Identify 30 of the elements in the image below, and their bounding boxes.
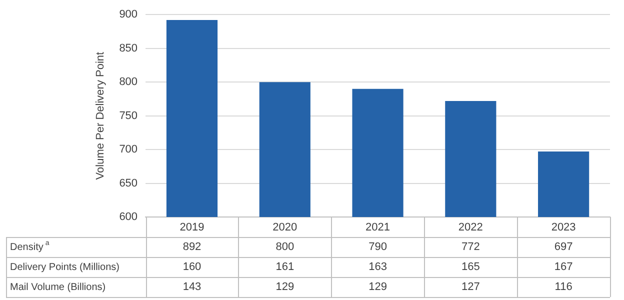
data-label: 697 [554,241,573,254]
x-tick-label: 2022 [458,222,483,234]
x-tick-label: 2020 [272,222,298,234]
text: 165 [461,261,480,274]
y-tick-label: 850 [119,42,138,54]
text: 167 [554,261,573,274]
text: Mail Volume (Billions) [10,282,106,293]
y-tick-label: 600 [119,211,138,224]
text: 129 [276,281,294,294]
text: 143 [182,281,202,294]
data-label: 892 [182,241,202,254]
y-tick-label: 900 [119,8,138,21]
y-tick-label: 750 [119,110,138,122]
data-label: 790 [368,241,387,254]
x-tick-label: 2021 [366,222,390,234]
y-axis-title: Volume Per Delivery Point [94,52,107,180]
text: Delivery Points (Millions) [10,262,120,273]
data-label: 772 [461,241,480,254]
y-tick-label: 700 [119,144,138,156]
text: 129 [368,281,387,294]
text: 161 [276,261,294,274]
y-tick-label: 650 [119,177,138,190]
x-tick-label: 2019 [180,222,204,234]
text: 160 [182,261,202,274]
text: 163 [368,261,387,274]
y-tick-label: 800 [119,76,138,88]
text: 116 [554,281,572,294]
text: 127 [461,281,480,294]
data-label: 800 [276,241,294,254]
x-tick-label: 2023 [551,222,576,234]
